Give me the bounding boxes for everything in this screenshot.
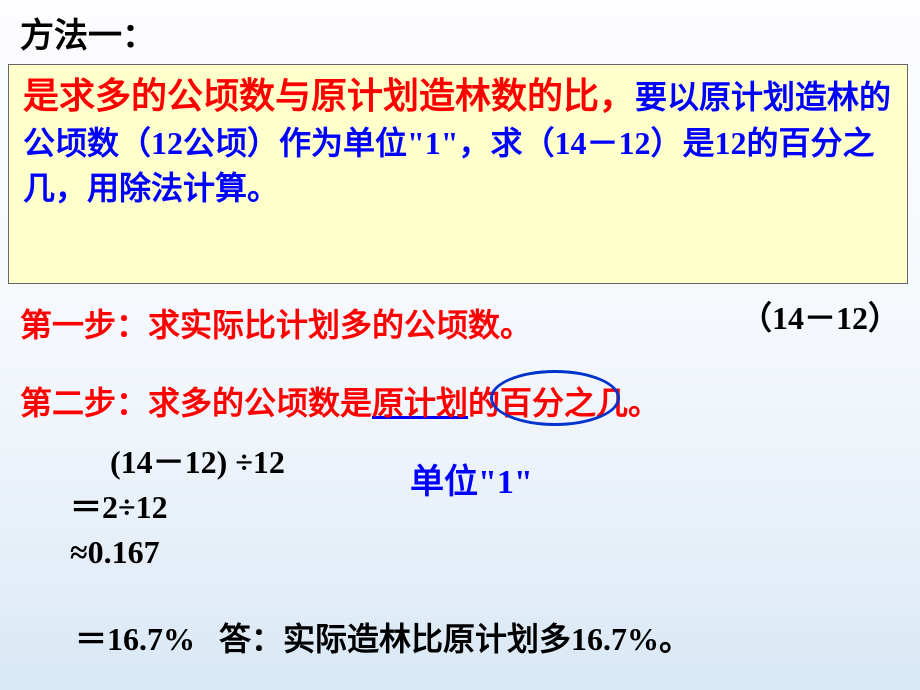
step-2-prefix: 第二步：求多的公顷数是 [20, 385, 372, 421]
step-2-suffix: 的百分之几。 [468, 385, 660, 421]
box-red-text: 是求多的公顷数与原计划造林数的比， [23, 76, 635, 116]
answer-result: ＝16.7% [75, 621, 195, 657]
step-1-text: 第一步：求实际比计划多的公顷数。 [20, 300, 532, 346]
step-2-underlined: 原计划 [372, 385, 468, 421]
step-1-expression: （14－12） [740, 298, 900, 340]
unit-one-label: 单位"1" [410, 454, 533, 503]
method-title: 方法一： [20, 8, 156, 57]
calculation-block: (14－12) ÷12 ＝2÷12 ≈0.167 [70, 440, 285, 574]
calc-line-3: ≈0.167 [70, 530, 285, 575]
answer-line: ＝16.7% 答：实际造林比原计划多16.7%。 [75, 614, 691, 660]
calc-line-2: ＝2÷12 [70, 485, 285, 530]
answer-text: 答：实际造林比原计划多16.7%。 [219, 621, 691, 657]
step-2-text: 第二步：求多的公顷数是原计划的百分之几。 [20, 378, 660, 424]
highlight-box: 是求多的公顷数与原计划造林数的比，要以原计划造林的公顷数（12公顷）作为单位"1… [8, 64, 908, 284]
calc-line-1: (14－12) ÷12 [110, 440, 285, 485]
